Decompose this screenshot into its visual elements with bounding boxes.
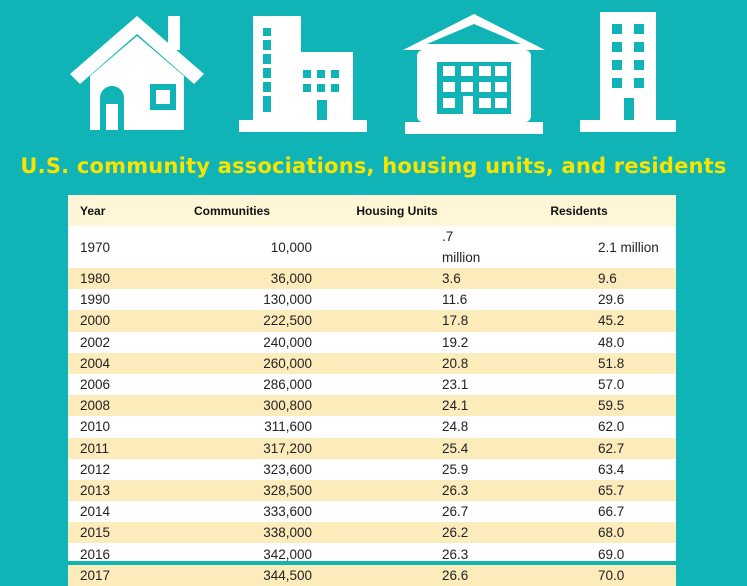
data-table-panel: Year Communities Housing Units Residents… [68, 195, 676, 586]
cell-year: 2014 [80, 504, 111, 520]
table-row: 1990 130,000 11.6 29.6 [68, 289, 676, 310]
cell-year: 2012 [80, 461, 111, 477]
cell-residents: 62.0 [598, 419, 625, 435]
table-row: 2016 342,000 26.3 69.0 [68, 543, 676, 564]
cell-residents: 57.0 [598, 377, 625, 393]
cell-communities: 338,000 [263, 525, 312, 541]
cell-residents: 66.7 [598, 504, 625, 520]
header-communities: Communities [152, 195, 312, 226]
cell-housing-units: .7 million [442, 229, 481, 265]
cell-housing-units: 19.2 [442, 334, 469, 350]
cell-housing-units: 3.6 [442, 271, 461, 287]
cell-housing-units: 20.8 [442, 355, 469, 371]
cell-communities: 240,000 [263, 334, 312, 350]
cell-residents: 69.0 [598, 546, 625, 562]
cell-communities: 328,500 [263, 482, 312, 498]
cell-residents: 62.7 [598, 440, 625, 456]
cell-year: 1990 [80, 292, 111, 308]
cell-housing-units: 23.1 [442, 377, 469, 393]
cell-residents: 2.1 million [598, 239, 659, 255]
table-row: 2002 240,000 19.2 48.0 [68, 332, 676, 353]
cell-housing-units: 25.4 [442, 440, 469, 456]
cell-housing-units: 26.3 [442, 546, 469, 562]
cell-housing-units: 25.9 [442, 461, 469, 477]
table-row: 2008 300,800 24.1 59.5 [68, 395, 676, 417]
table-row: 2012 323,600 25.9 63.4 [68, 459, 676, 480]
table-row: 2011 317,200 25.4 62.7 [68, 437, 676, 459]
cell-communities: 260,000 [263, 355, 312, 371]
cell-communities: 311,600 [264, 419, 312, 435]
header-residents: Residents [482, 195, 676, 226]
cell-residents: 59.5 [598, 398, 625, 414]
cell-year: 2002 [80, 334, 111, 350]
data-table: Year Communities Housing Units Residents… [68, 195, 676, 586]
cell-year: 2015 [68, 522, 152, 544]
cell-year: 2004 [68, 352, 152, 374]
cell-housing-units: 26.7 [442, 504, 469, 520]
cell-year: 1980 [68, 268, 152, 290]
cell-residents: 68.0 [598, 525, 625, 541]
header-year: Year [68, 195, 152, 226]
cell-residents: 70.0 [598, 567, 625, 583]
table-header-row: Year Communities Housing Units Residents [68, 195, 676, 226]
cell-residents: 9.6 [598, 271, 617, 287]
cell-housing-units: 26.3 [442, 482, 469, 498]
cell-residents: 45.2 [598, 313, 625, 329]
tower-icon [580, 12, 676, 132]
table-row: 2000 222,500 17.8 45.2 [68, 310, 676, 332]
cell-housing-units: 24.8 [442, 419, 469, 435]
cell-year: 2017 [68, 564, 152, 586]
cell-communities: 344,500 [263, 567, 312, 583]
cell-housing-units: 11.6 [442, 292, 468, 308]
page-title: U.S. community associations, housing uni… [20, 154, 727, 178]
house-icon [70, 16, 204, 130]
cell-year: 2013 [68, 479, 152, 502]
apartment-building-icon [403, 14, 545, 134]
cell-communities: 286,000 [263, 377, 312, 393]
table-row: 2006 286,000 23.1 57.0 [68, 374, 676, 395]
table-row: 2004 260,000 20.8 51.8 [68, 352, 676, 374]
cell-residents: 51.8 [598, 355, 625, 371]
office-buildings-icon [239, 16, 367, 132]
cell-housing-units: 26.2 [442, 525, 469, 541]
table-row: 2017 344,500 26.6 70.0 [68, 564, 676, 586]
cell-communities: 317,200 [263, 440, 312, 456]
cell-year: 2006 [80, 377, 111, 393]
cell-residents: 48.0 [598, 334, 625, 350]
header-housing-units: Housing Units [312, 195, 482, 226]
cell-housing-units: 17.8 [442, 313, 469, 329]
table-row: 2014 333,600 26.7 66.7 [68, 501, 676, 522]
cell-communities: 130,000 [263, 292, 312, 308]
table-row: 2015 338,000 26.2 68.0 [68, 522, 676, 544]
table-body: 1970 10,000 .7 million 2.1 million 1980 36,00… [68, 226, 676, 586]
table-row: 1980 36,000 3.6 9.6 [68, 268, 676, 290]
cell-housing-units: 26.6 [442, 567, 469, 583]
cell-year: 2008 [68, 395, 152, 417]
cell-communities: 323,600 [263, 461, 312, 477]
cell-communities: 222,500 [263, 313, 312, 329]
cell-year: 2010 [80, 419, 111, 435]
header-icons [0, 0, 747, 140]
cell-housing-units: 24.1 [442, 398, 469, 414]
table-row: 2010 311,600 24.8 62.0 [68, 416, 676, 437]
table-row: 1970 10,000 .7 million 2.1 million [68, 226, 676, 268]
cell-residents: 63.4 [598, 461, 625, 477]
cell-communities: 10,000 [270, 239, 312, 255]
table-row: 2013 328,500 26.3 65.7 [68, 479, 676, 502]
cell-year: 2011 [68, 437, 152, 459]
cell-communities: 333,600 [263, 504, 312, 520]
cell-residents: 65.7 [598, 482, 625, 498]
cell-year: 1970 [80, 239, 111, 255]
cell-year: 2016 [80, 546, 111, 562]
cell-year: 2000 [68, 310, 152, 332]
cell-communities: 36,000 [270, 271, 312, 287]
cell-communities: 300,800 [263, 398, 312, 414]
cell-residents: 29.6 [598, 292, 625, 308]
cell-communities: 342,000 [263, 546, 312, 562]
